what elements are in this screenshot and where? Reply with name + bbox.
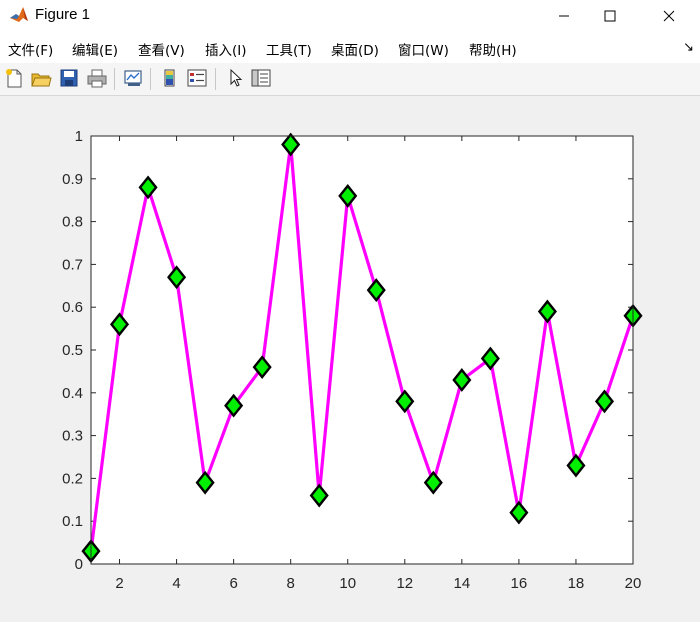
maximize-icon <box>604 10 616 21</box>
minimize-button[interactable] <box>541 0 587 31</box>
line-chart: 2 4 6 8 10 12 14 16 18 20 0 0.1 0.2 0.3 0.4 0.5 0.6 0.7 0.… <box>62 128 643 592</box>
series-line <box>89 142 635 552</box>
data-point-marker <box>252 355 272 380</box>
x-tick-label: 2 <box>115 575 123 592</box>
toolbar-separator <box>114 68 115 90</box>
menu-insert[interactable]: 插入(I) <box>205 43 247 59</box>
minimize-icon <box>559 15 569 16</box>
x-tick-label: 6 <box>229 575 237 592</box>
menu-bar: 文件(F) 编辑(E) 查看(V) 插入(I) 工具(T) 桌面(D) 窗口(W… <box>0 31 700 63</box>
data-point-marker <box>537 299 557 324</box>
new-figure-icon[interactable] <box>3 67 25 89</box>
y-tick-label: 0.4 <box>62 385 83 402</box>
x-tick-label: 12 <box>396 575 413 592</box>
data-point-marker <box>138 175 158 200</box>
data-point-marker <box>452 368 472 392</box>
data-point-marker <box>480 346 500 371</box>
data-point-marker <box>566 453 586 478</box>
data-point-marker <box>509 500 529 525</box>
menu-file[interactable]: 文件(F) <box>8 43 54 59</box>
y-tick-label: 0.6 <box>62 299 83 316</box>
open-file-icon[interactable] <box>30 67 52 89</box>
x-tick-label: 8 <box>287 575 295 592</box>
menu-edit[interactable]: 编辑(E) <box>72 43 119 59</box>
dock-arrow-icon[interactable]: ↘ <box>683 40 694 55</box>
window-title: Figure 1 <box>35 6 91 23</box>
toolbar-separator <box>215 68 216 90</box>
data-point-marker <box>594 389 615 414</box>
y-tick-label: 0.7 <box>62 256 83 273</box>
edit-plot-arrow-icon[interactable] <box>224 67 246 89</box>
data-point-marker <box>395 389 415 414</box>
property-inspector-icon[interactable] <box>250 67 272 89</box>
y-tick-label: 0.1 <box>62 513 83 530</box>
figure-canvas: 2 4 6 8 10 12 14 16 18 20 0 0.1 0.2 0.3 0.4 0.5 0.6 0.7 0.… <box>0 96 700 622</box>
data-point-marker <box>338 183 358 208</box>
close-button[interactable] <box>646 0 692 31</box>
matlab-logo-icon <box>9 5 29 25</box>
x-tick-label: 4 <box>172 575 180 592</box>
y-tick-label: 0.5 <box>62 342 83 359</box>
axes-box <box>90 135 634 565</box>
print-icon[interactable] <box>86 67 108 89</box>
menu-help[interactable]: 帮助(H) <box>469 43 517 59</box>
data-point-marker <box>366 278 386 303</box>
save-icon[interactable] <box>58 67 80 89</box>
maximize-button[interactable] <box>587 0 633 31</box>
x-tick-label: 16 <box>511 575 528 592</box>
axes-background <box>91 136 633 564</box>
x-tick-label: 10 <box>339 575 356 592</box>
menu-window[interactable]: 窗口(W) <box>398 43 449 59</box>
data-point-marker <box>423 470 443 495</box>
menu-view[interactable]: 查看(V) <box>138 43 185 59</box>
data-point-marker <box>195 470 215 495</box>
data-point-marker <box>281 132 301 157</box>
y-tick-label: 0 <box>75 556 83 573</box>
data-point-marker <box>309 483 329 508</box>
x-tick-label: 14 <box>453 575 470 592</box>
y-tick-label: 0.3 <box>62 428 83 445</box>
data-point-marker <box>167 265 187 290</box>
menu-tools[interactable]: 工具(T) <box>266 43 312 59</box>
x-tick-label: 20 <box>625 575 642 592</box>
insert-legend-icon[interactable] <box>186 67 208 89</box>
data-point-marker <box>224 393 244 418</box>
data-point-marker <box>109 312 130 337</box>
y-tick-label: 0.9 <box>62 171 83 188</box>
y-tick-label: 1 <box>75 128 83 145</box>
title-bar: Figure 1 <box>0 0 700 31</box>
toolbar-separator <box>150 68 151 90</box>
toolbar <box>0 63 700 96</box>
x-tick-label: 18 <box>568 575 585 592</box>
insert-colorbar-icon[interactable] <box>159 67 181 89</box>
link-plot-icon[interactable] <box>122 67 144 89</box>
y-tick-label: 0.8 <box>62 214 83 231</box>
close-icon <box>663 10 675 21</box>
y-tick-label: 0.2 <box>62 470 83 487</box>
menu-desktop[interactable]: 桌面(D) <box>331 43 379 59</box>
